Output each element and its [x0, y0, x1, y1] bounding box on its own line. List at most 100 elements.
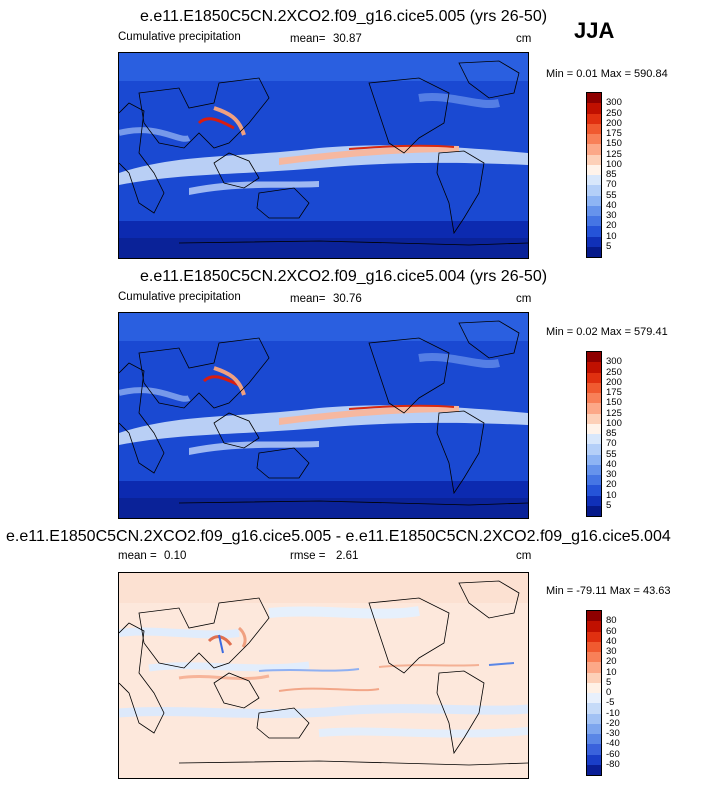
panel1-variable: Cumulative precipitation	[118, 31, 241, 43]
colorbar-segment	[587, 134, 601, 145]
colorbar-segment	[587, 372, 601, 383]
colorbar-segment	[587, 382, 601, 393]
colorbar-segment	[587, 195, 601, 206]
colorbar-segment	[587, 703, 601, 714]
colorbar-segment	[587, 103, 601, 114]
panel3-difference-map	[118, 572, 529, 779]
colorbar-tick-label: -30	[606, 728, 620, 739]
colorbar-segment	[587, 352, 601, 363]
colorbar-segment	[587, 693, 601, 704]
colorbar-tick-label: 175	[606, 128, 622, 139]
colorbar-tick-label: 55	[606, 189, 617, 201]
colorbar-tick-label: 5	[606, 676, 612, 688]
colorbar-segment	[587, 631, 601, 642]
colorbar-tick-label: 70	[606, 179, 617, 191]
colorbar-segment	[587, 246, 601, 257]
colorbar-tick-label: 20	[606, 220, 617, 232]
colorbar-segment	[587, 662, 601, 673]
colorbar-segment	[587, 464, 601, 475]
colorbar-segment	[587, 713, 601, 724]
season-label: JJA	[574, 18, 615, 43]
colorbar-segment	[587, 621, 601, 632]
colorbar-tick-label: 80	[606, 615, 617, 627]
colorbar-segment	[587, 185, 601, 196]
panel1-precip-map	[118, 52, 529, 259]
colorbar-segment	[587, 672, 601, 683]
colorbar-segment	[587, 475, 601, 486]
colorbar-segment	[587, 144, 601, 155]
colorbar-tick-label: 20	[606, 479, 617, 491]
colorbar-tick-label: 20	[606, 656, 617, 668]
colorbar-tick-label: 55	[606, 448, 617, 460]
panel2-precip-map	[118, 312, 529, 519]
colorbar-segment	[587, 723, 601, 734]
colorbar-tick-label: 85	[606, 169, 617, 180]
colorbar-segment	[587, 393, 601, 404]
colorbar-tick-label: -20	[606, 717, 620, 729]
colorbar-tick-label: 40	[606, 199, 617, 211]
colorbar-tick-label: 60	[606, 625, 617, 637]
colorbar-tick-label: -5	[606, 697, 615, 709]
colorbar-segment	[587, 362, 601, 373]
colorbar-segment	[587, 423, 601, 434]
colorbar-tick-label: 300	[606, 356, 622, 368]
colorbar-tick-label: 175	[606, 387, 622, 398]
colorbar-segment	[587, 754, 601, 765]
colorbar-tick-label: 30	[606, 210, 617, 221]
colorbar-tick-label: 0	[606, 687, 612, 698]
colorbar-segment	[587, 454, 601, 465]
colorbar-segment	[587, 744, 601, 755]
colorbar-tick-label: -10	[606, 707, 620, 719]
colorbar-segment	[587, 113, 601, 124]
colorbar-tick-label: 250	[606, 366, 622, 378]
colorbar-segment	[587, 505, 601, 516]
panel3-title: e.e11.E1850C5CN.2XCO2.f09_g16.cice5.005 …	[6, 528, 671, 545]
panel1-mean-value: 30.87	[333, 33, 362, 45]
panel3-rmse-value: 2.61	[336, 550, 359, 562]
colorbar-tick-label: 30	[606, 469, 617, 480]
colorbar-tick-label: -40	[606, 738, 620, 750]
panel3-minmax: Min = -79.11 Max = 43.63	[546, 585, 671, 597]
colorbar-segment	[587, 93, 601, 104]
colorbar-tick-label: 100	[606, 158, 622, 170]
panel3-units: cm	[516, 550, 532, 562]
colorbar-tick-label: 85	[606, 428, 617, 439]
colorbar-segment	[587, 154, 601, 165]
colorbar-segment	[587, 444, 601, 455]
colorbar-tick-label: 5	[606, 499, 612, 511]
panel1-colorbar	[586, 92, 602, 258]
colorbar-tick-label: 10	[606, 489, 617, 501]
colorbar-segment	[587, 216, 601, 227]
colorbar-tick-label: 30	[606, 646, 617, 657]
colorbar-tick-label: -80	[606, 758, 620, 770]
colorbar-segment	[587, 495, 601, 506]
panel1-mean-label: mean=	[290, 33, 326, 45]
colorbar-tick-label: 40	[606, 635, 617, 647]
colorbar-segment	[587, 236, 601, 247]
panel2-title: e.e11.E1850C5CN.2XCO2.f09_g16.cice5.004 …	[140, 268, 548, 285]
colorbar-segment	[587, 734, 601, 745]
colorbar-segment	[587, 226, 601, 237]
panel1-title: e.e11.E1850C5CN.2XCO2.f09_g16.cice5.005 …	[140, 8, 548, 25]
colorbar-segment	[587, 164, 601, 175]
colorbar-tick-label: 150	[606, 138, 622, 150]
panel2-mean-label: mean=	[290, 293, 326, 305]
colorbar-segment	[587, 682, 601, 693]
colorbar-segment	[587, 413, 601, 424]
colorbar-segment	[587, 485, 601, 496]
panel3-colorbar	[586, 610, 602, 776]
colorbar-segment	[587, 434, 601, 445]
panel2-minmax: Min = 0.02 Max = 579.41	[546, 326, 668, 338]
colorbar-tick-label: 125	[606, 407, 622, 419]
panel2-colorbar	[586, 351, 602, 517]
panel2-units: cm	[516, 293, 532, 305]
colorbar-segment	[587, 652, 601, 663]
colorbar-segment	[587, 764, 601, 775]
panel1-units: cm	[516, 33, 532, 45]
colorbar-tick-label: 5	[606, 240, 612, 252]
colorbar-segment	[587, 175, 601, 186]
colorbar-tick-label: 250	[606, 107, 622, 119]
colorbar-tick-label: 100	[606, 417, 622, 429]
panel3-mean-value: 0.10	[164, 550, 187, 562]
colorbar-tick-label: 70	[606, 438, 617, 450]
